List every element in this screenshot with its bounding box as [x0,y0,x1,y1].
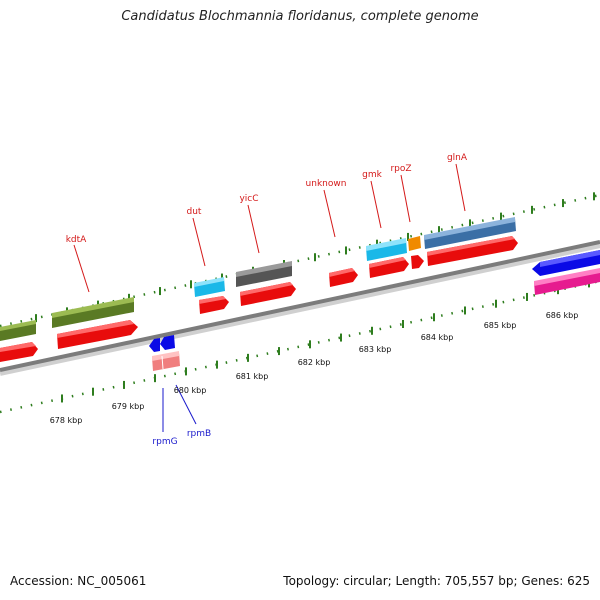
gene-arrow-yicC[interactable] [240,282,296,306]
gene-label-gmk: gmk [362,170,382,180]
gene-arrow-magenta[interactable] [534,268,600,295]
accession-text: Accession: NC_005061 [10,574,147,588]
gene-arrow-rpmG[interactable] [149,335,175,352]
feature-glnA[interactable] [424,217,516,249]
gene-arrow-glnA[interactable] [427,236,518,266]
feature-gmk[interactable] [366,238,407,261]
feature-rpmB-rna[interactable] [152,351,180,371]
label-leaders [73,163,466,432]
genome-stats-text: Topology: circular; Length: 705,557 bp; … [283,574,590,588]
gene-arrow-unknown[interactable] [329,268,358,287]
gene-label-rpmB: rpmB [187,429,211,439]
feature-kdtA[interactable] [0,297,134,341]
gene-label-dut: dut [187,207,202,217]
tick-labels: 678 kbp 679 kbp 680 kbp 681 kbp 682 kbp … [50,311,579,425]
inner-ruler-dots [0,279,600,414]
feature-yicC[interactable] [236,261,292,287]
gene-arrow-dut[interactable] [199,296,229,314]
tick-label-680: 680 kbp [174,386,207,395]
backbone [0,240,600,372]
feature-blue-right[interactable] [532,250,600,276]
tick-label-678: 678 kbp [50,416,83,425]
gene-label-glnA: glnA [447,153,468,163]
map-title: Candidatus Blochmannia floridanus, compl… [121,9,479,24]
feature-rpoZ[interactable] [408,236,421,251]
tick-label-683: 683 kbp [359,345,392,354]
feature-dut[interactable] [194,277,225,297]
gene-arrow-gmk[interactable] [369,257,409,278]
gene-label-yicC: yicC [239,194,258,204]
gene-label-rpoZ: rpoZ [390,164,411,174]
gene-label-rpmG: rpmG [152,437,177,447]
gene-label-unknown: unknown [306,179,347,189]
backbone-shadow [0,242,600,376]
tick-label-679: 679 kbp [112,402,145,411]
gene-labels: kdtA dut yicC unknown gmk rpoZ glnA rpmG… [66,153,468,447]
gene-arrow-kdtA-left[interactable] [0,342,38,362]
tick-label-681: 681 kbp [236,372,269,381]
gene-arrow-kdtA[interactable] [57,320,138,349]
tick-label-682: 682 kbp [298,358,331,367]
gene-arrow-rpoZ[interactable] [411,255,424,269]
tick-label-684: 684 kbp [421,333,454,342]
gene-label-kdtA: kdtA [66,235,87,245]
tick-label-685: 685 kbp [484,321,517,330]
tick-label-686: 686 kbp [546,311,579,320]
